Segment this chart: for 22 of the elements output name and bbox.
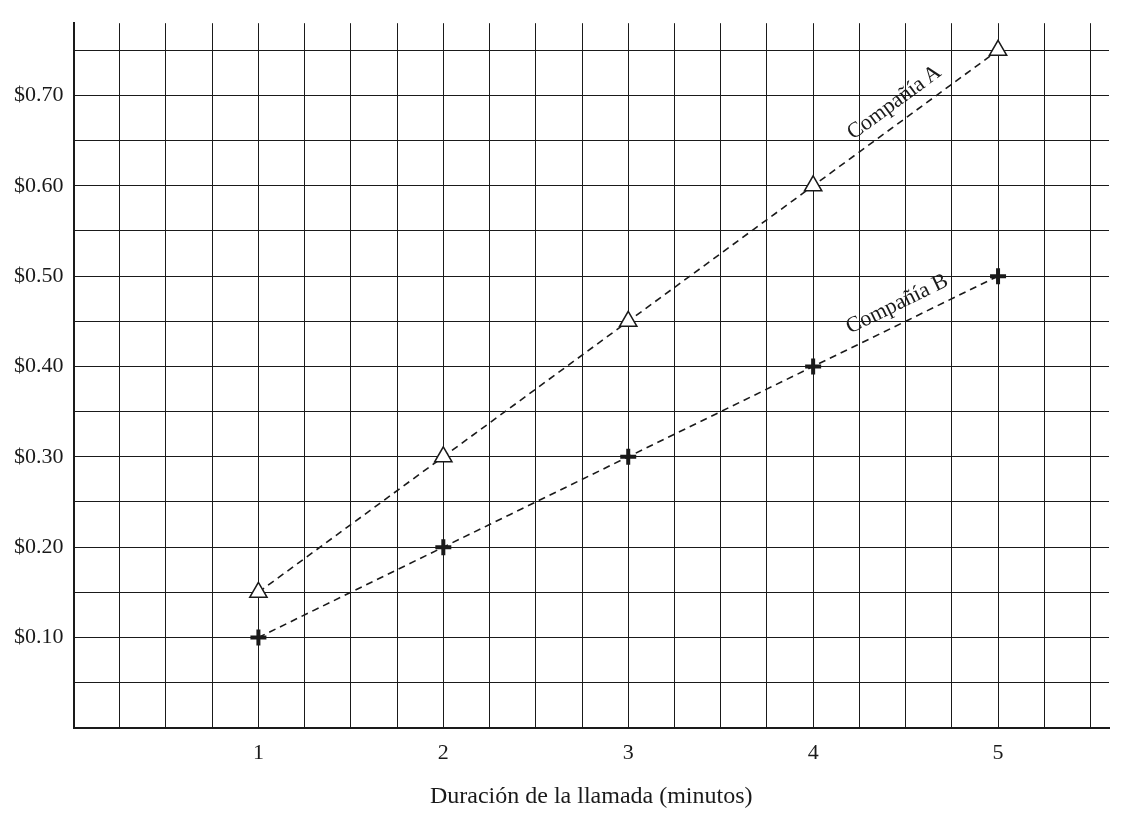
point: [618, 310, 638, 328]
point: [803, 175, 823, 192]
x-tick-label: 1: [252, 738, 264, 764]
point: [618, 446, 639, 467]
y-tick-label: $0.50: [14, 261, 64, 287]
point: [248, 627, 269, 648]
point: [433, 446, 453, 463]
y-tick-label: $0.20: [14, 532, 64, 558]
x-tick-label: 4: [807, 738, 819, 764]
point: [988, 39, 1008, 57]
y-tick-label: $0.40: [14, 352, 64, 378]
point: [803, 356, 824, 377]
y-tick-label: $0.60: [14, 171, 64, 197]
x-tick-label: 5: [992, 738, 1004, 764]
y-tick-label: $0.10: [14, 623, 64, 649]
y-tick-label: $0.70: [14, 81, 64, 107]
x-tick-label: 3: [622, 738, 634, 764]
y-tick-label: $0.30: [14, 442, 64, 468]
x-axis-title: Duración de la llamada (minutos): [429, 781, 753, 808]
x-tick-label: 2: [437, 738, 449, 764]
point: [988, 266, 1009, 287]
point: [433, 537, 454, 558]
